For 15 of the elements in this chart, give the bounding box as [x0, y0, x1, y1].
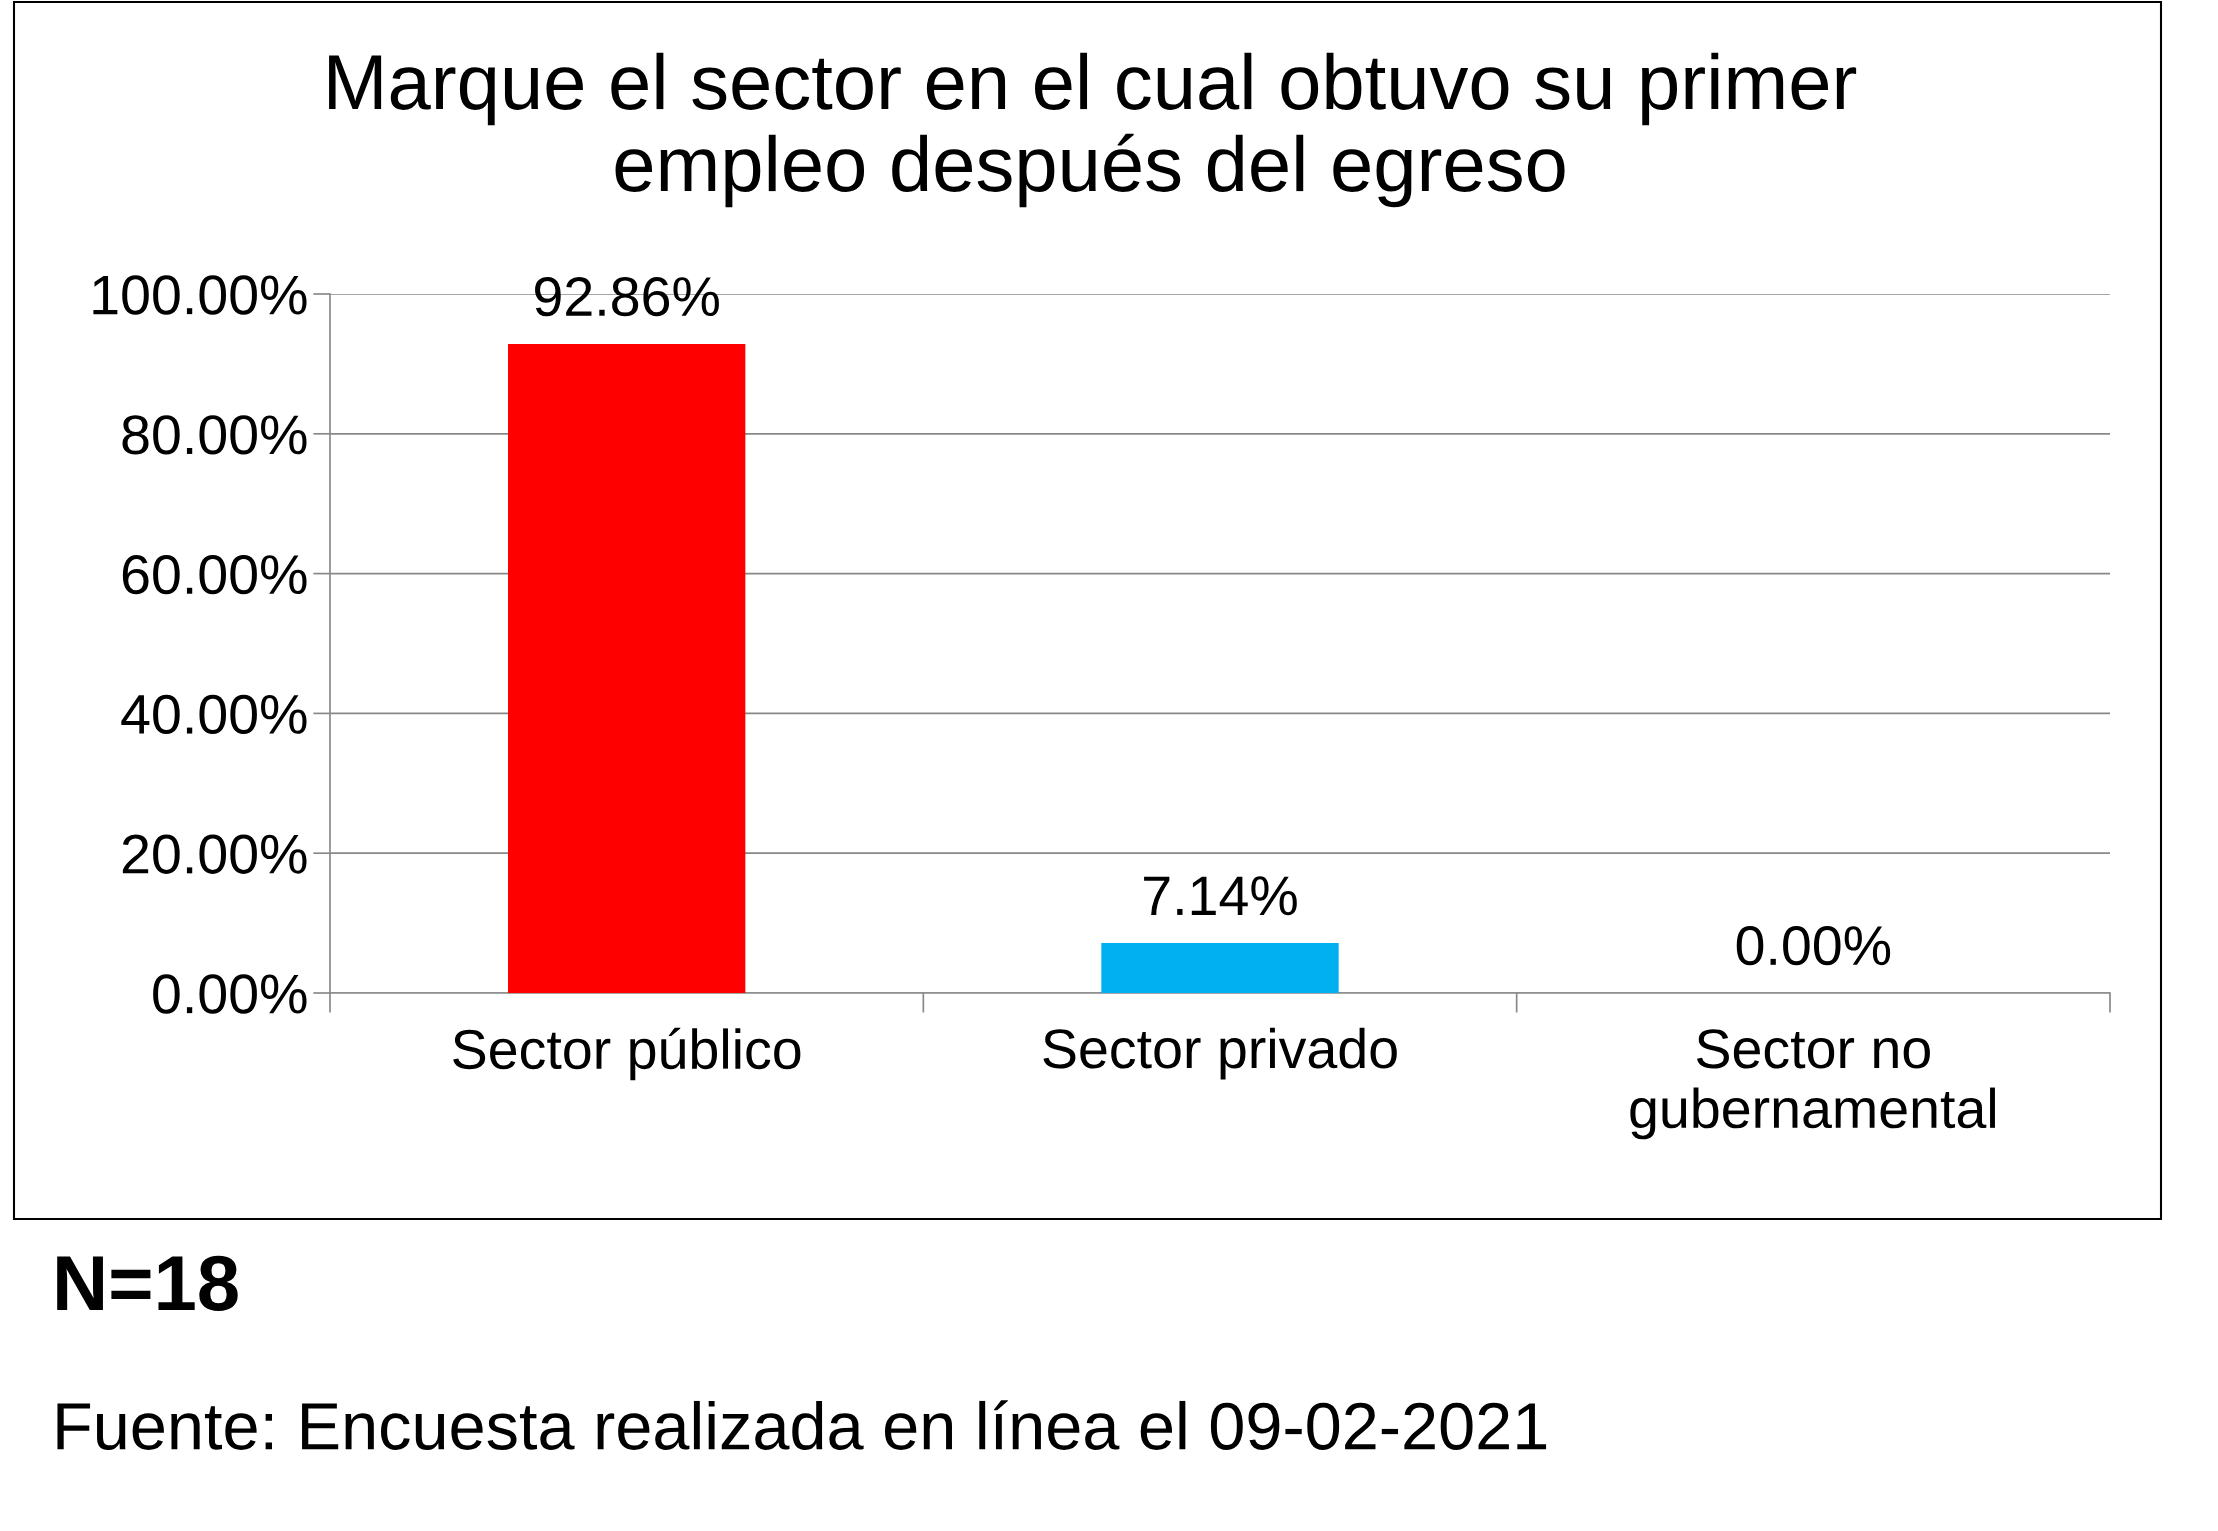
- x-tick-label: Sector público: [453, 1027, 801, 1081]
- data-label: 92.86%: [535, 276, 719, 317]
- y-tick-label: 100.00%: [93, 275, 307, 315]
- y-tick-label: 40.00%: [121, 694, 307, 735]
- source-note: Fuente: Encuesta realizada en línea el 09-02-2021: [57, 1400, 1547, 1450]
- x-tick-label: Sector privado: [1043, 1027, 1397, 1080]
- y-tick-label: 20.00%: [122, 834, 307, 874]
- chart-title: Marque el sector en el cual obtuvo su primer empleo después del egreso: [329, 52, 1857, 208]
- data-label: 0.00%: [1736, 926, 1891, 966]
- y-tick-label: 60.00%: [122, 554, 307, 595]
- y-tick-label: 0.00%: [153, 974, 307, 1014]
- y-tick-label: 80.00%: [122, 415, 307, 455]
- data-label: 7.14%: [1144, 876, 1297, 916]
- text: N=18: [57, 1255, 238, 1311]
- x-tick-label: Sector no gubernamental: [1630, 1029, 1995, 1140]
